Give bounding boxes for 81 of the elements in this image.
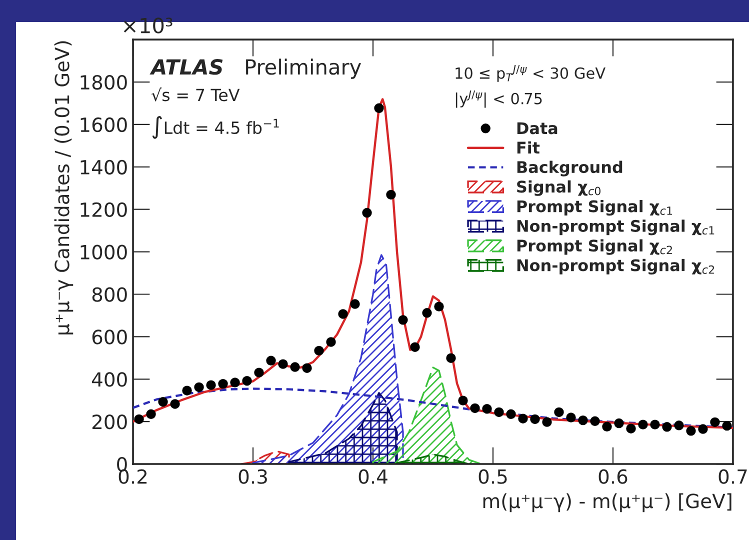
- point: [494, 407, 504, 418]
- point: [242, 376, 252, 386]
- y-tick-label: 1200: [80, 202, 127, 218]
- point: [374, 103, 384, 113]
- legend-label: Signal χ$_{c0}$: [517, 180, 601, 196]
- legend-label: Prompt Signal χ$_{c2}$: [517, 239, 672, 255]
- annotation: 10 ≤ p$_{T}$$^{J/ψ}$ < 30 GeV: [456, 65, 606, 82]
- legend-label: Data: [517, 122, 558, 134]
- point: [410, 342, 420, 352]
- point: [302, 363, 312, 373]
- point: [314, 346, 324, 356]
- point: [698, 424, 708, 434]
- point: [194, 382, 204, 392]
- x-axis-title: m(μ⁺μ⁻γ) - m(μ⁺μ⁻) [GeV]: [483, 493, 732, 512]
- point: [350, 299, 360, 309]
- point: [566, 412, 576, 422]
- x-tick-label: 0.6: [598, 469, 628, 484]
- point: [206, 380, 216, 390]
- annotation: ATLAS: [150, 59, 223, 75]
- point: [158, 396, 168, 407]
- point: [686, 426, 696, 436]
- annotation: √s = 7 TeV: [152, 88, 240, 102]
- point: [554, 407, 564, 418]
- point: [218, 378, 228, 389]
- y-tick-label: 1000: [80, 244, 127, 260]
- point: [602, 422, 612, 432]
- point: [446, 353, 456, 363]
- point: [578, 415, 588, 426]
- point: [146, 409, 156, 420]
- point: [434, 302, 444, 312]
- point: [422, 308, 432, 318]
- point: [458, 396, 468, 406]
- point: [278, 359, 288, 369]
- legend-label: Background: [517, 160, 622, 176]
- legend-label: Non-prompt Signal χ$_{c2}$: [517, 258, 714, 275]
- point: [170, 399, 180, 409]
- point: [470, 403, 480, 414]
- legend-label: Fit: [517, 141, 540, 154]
- point: [518, 414, 528, 424]
- y-tick-label: 1400: [80, 160, 127, 175]
- text: ×10³: [124, 18, 172, 34]
- point: [590, 416, 600, 426]
- x-tick-label: 0.5: [478, 469, 507, 484]
- y-tick-label: 200: [92, 414, 127, 430]
- legend-label: Prompt Signal χ$_{c1}$: [517, 200, 672, 216]
- point: [134, 414, 144, 424]
- y-tick-label: 1600: [80, 117, 127, 132]
- point: [650, 420, 660, 430]
- point: [638, 420, 648, 430]
- x-tick-label: 0.7: [718, 469, 747, 484]
- y-tick-label: 800: [92, 287, 127, 302]
- point: [530, 414, 540, 424]
- x-tick-label: 0.3: [238, 469, 267, 484]
- legend-label: Non-prompt Signal χ$_{c1}$: [517, 220, 714, 236]
- y-tick-label: 400: [92, 372, 127, 387]
- point: [542, 417, 552, 427]
- point: [182, 386, 192, 396]
- point: [710, 417, 720, 428]
- point: [482, 404, 492, 414]
- annotation: ∫Ldt = 4.5 fb$^{−1}$: [152, 116, 279, 139]
- point: [674, 420, 684, 430]
- point: [290, 362, 300, 372]
- x-tick-label: 0.4: [358, 469, 388, 484]
- point: [326, 337, 336, 347]
- point: [362, 208, 372, 218]
- point: [662, 422, 672, 432]
- point: [722, 420, 732, 431]
- point: [266, 356, 276, 366]
- annotation: Preliminary: [246, 58, 362, 79]
- annotation: |y$^{J/ψ}$| < 0.75: [456, 90, 542, 108]
- point: [626, 424, 636, 434]
- point: [386, 190, 396, 200]
- y-tick-label: 1800: [80, 74, 127, 90]
- point: [230, 378, 240, 388]
- y-tick-label: 600: [92, 330, 127, 344]
- point: [506, 409, 516, 420]
- point: [398, 315, 408, 325]
- y-axis-title: μ⁺μ⁻γ Candidates / (0.01 GeV): [54, 41, 74, 334]
- point: [254, 368, 264, 378]
- point: [338, 309, 348, 319]
- point: [614, 418, 624, 428]
